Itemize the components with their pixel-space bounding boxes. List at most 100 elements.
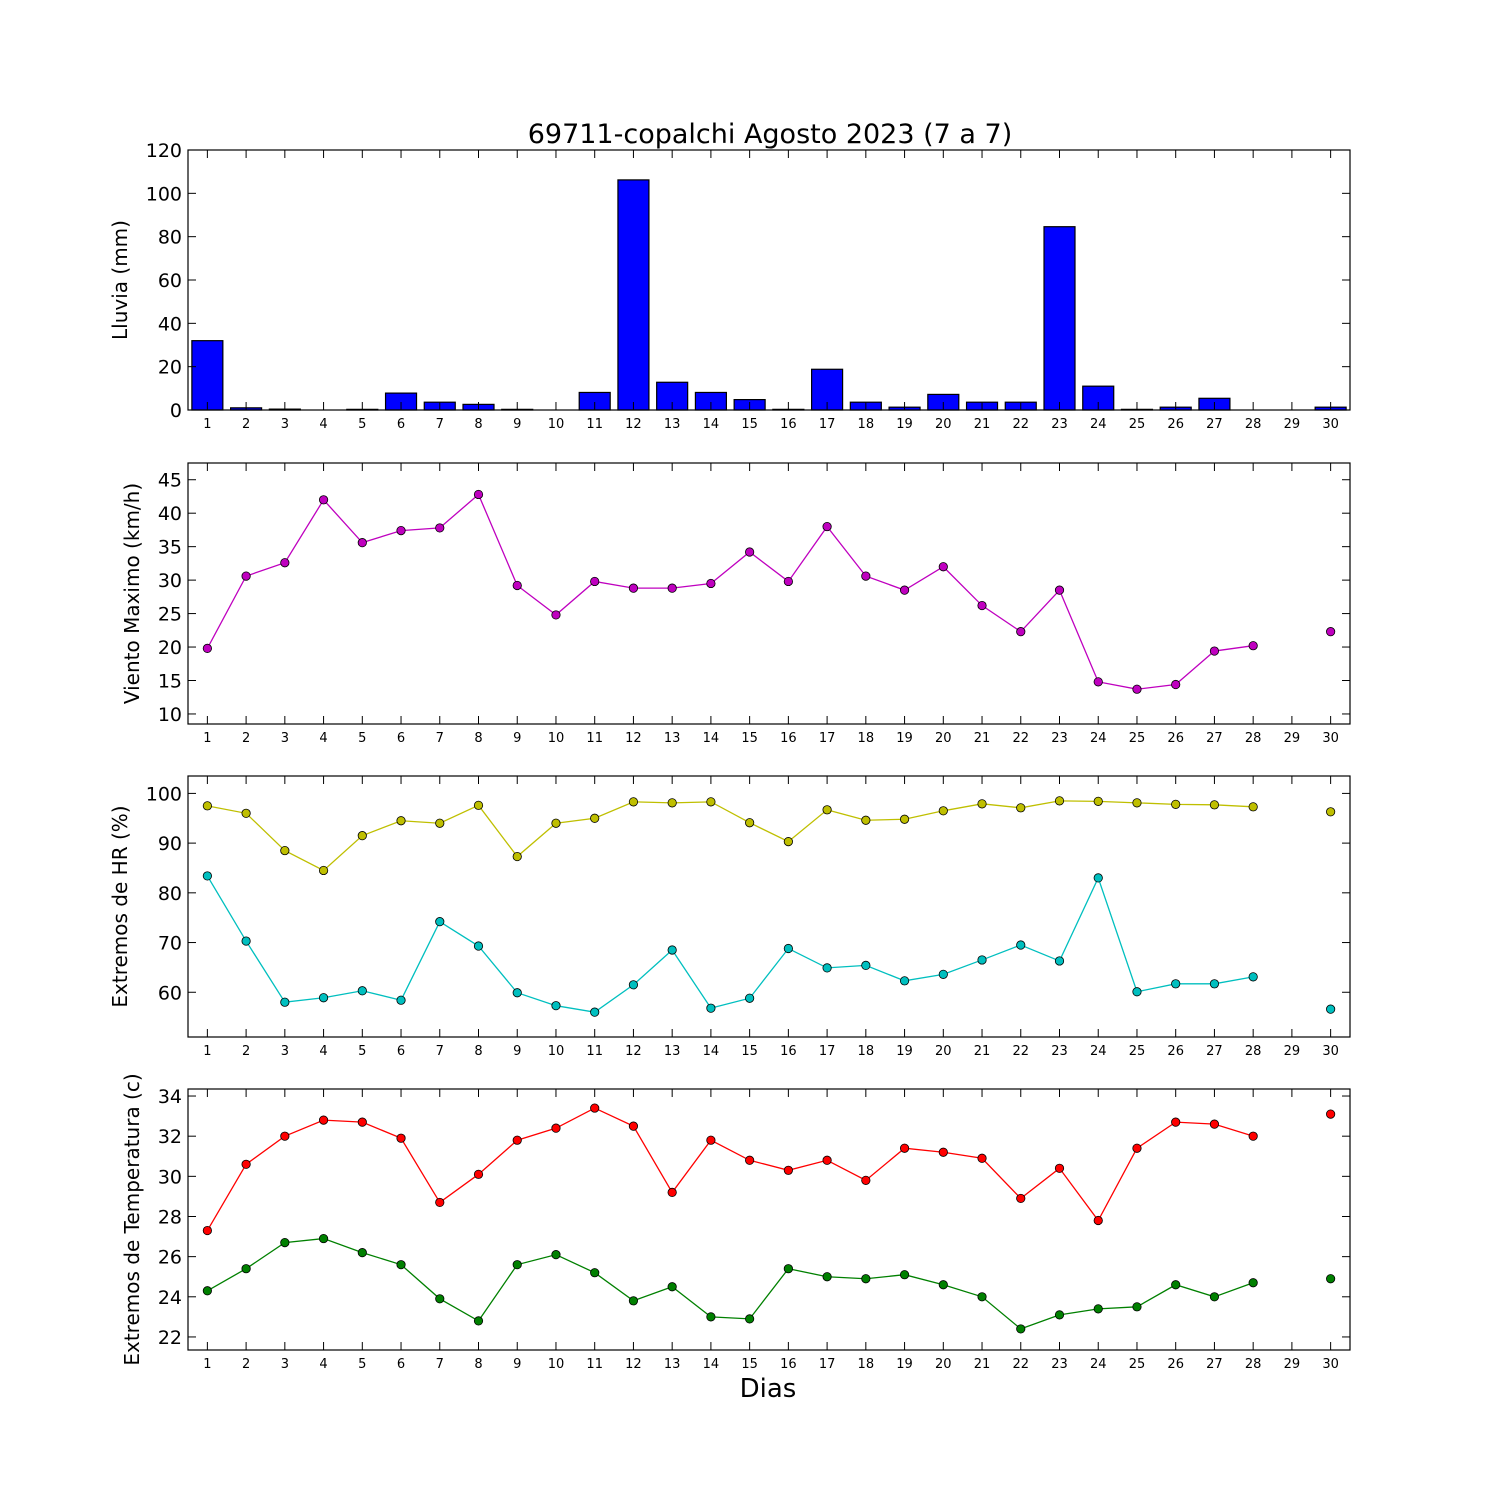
x-tick-label: 8 <box>474 1357 482 1372</box>
x-tick-label: 17 <box>819 417 836 432</box>
y-tick-label: 20 <box>158 357 182 379</box>
point-series-1-day-4 <box>318 865 329 876</box>
x-tick-label: 16 <box>780 731 797 746</box>
point-series-1-day-20 <box>938 806 948 816</box>
point-series-1-day-3 <box>280 845 290 856</box>
x-tick-label: 8 <box>474 1044 482 1059</box>
x-tick-label: 1 <box>203 1044 211 1059</box>
point-series-1-day-1 <box>202 643 212 653</box>
x-tick-label: 8 <box>474 731 482 746</box>
y-tick-label: 28 <box>158 1206 182 1228</box>
y-tick-label: 100 <box>146 783 182 805</box>
x-tick-label: 17 <box>819 1044 836 1059</box>
y-axis-label: Extremos de HR (%) <box>108 805 132 1007</box>
y-tick-label: 30 <box>158 1166 182 1188</box>
point-series-1-day-5 <box>357 538 367 548</box>
x-tick-label: 25 <box>1129 417 1146 432</box>
x-tick-label: 18 <box>858 731 875 746</box>
y-tick-label: 24 <box>158 1287 182 1309</box>
y-tick-label: 25 <box>158 604 182 626</box>
x-tick-label: 29 <box>1284 417 1301 432</box>
point-series-2-day-10 <box>551 1001 561 1011</box>
point-series-1-day-25 <box>1132 1143 1142 1153</box>
y-tick-label: 15 <box>158 671 182 693</box>
x-tick-label: 15 <box>741 417 758 432</box>
point-series-1-day-15 <box>745 1155 755 1165</box>
point-series-2-day-7 <box>435 917 445 927</box>
x-tick-label: 10 <box>548 1357 565 1372</box>
point-series-2-day-9 <box>512 988 522 998</box>
point-series-1-day-14 <box>706 578 716 589</box>
x-axis-label: Dias <box>740 1374 797 1404</box>
x-tick-label: 20 <box>935 417 952 432</box>
point-series-1-day-17 <box>822 805 832 815</box>
point-series-1-day-15 <box>745 818 755 828</box>
point-series-1-day-1 <box>202 801 212 811</box>
point-series-1-day-16 <box>783 837 793 847</box>
point-series-2-day-13 <box>667 1282 677 1292</box>
point-series-2-day-30 <box>1326 1274 1336 1284</box>
y-tick-label: 26 <box>158 1247 182 1269</box>
x-tick-label: 26 <box>1167 731 1184 746</box>
x-tick-label: 11 <box>586 417 603 432</box>
point-series-1-day-11 <box>590 1103 600 1113</box>
x-tick-label: 12 <box>625 731 642 746</box>
point-series-1-day-7 <box>435 818 445 828</box>
point-series-1-day-30 <box>1326 1109 1336 1119</box>
point-series-2-day-22 <box>1016 940 1026 950</box>
point-series-2-day-27 <box>1209 1292 1220 1302</box>
point-series-2-day-23 <box>1054 1310 1065 1320</box>
x-tick-label: 21 <box>974 1044 991 1059</box>
y-tick-label: 60 <box>158 270 182 292</box>
x-tick-label: 4 <box>319 417 327 432</box>
point-series-1-day-14 <box>706 797 716 807</box>
point-series-2-day-4 <box>318 993 329 1003</box>
point-series-1-day-28 <box>1248 641 1258 651</box>
y-tick-label: 20 <box>158 637 182 659</box>
point-series-1-day-6 <box>396 1133 406 1143</box>
x-tick-label: 13 <box>664 1044 681 1059</box>
x-tick-label: 25 <box>1129 1357 1146 1372</box>
point-series-2-day-5 <box>357 986 367 996</box>
point-series-1-day-24 <box>1093 677 1103 687</box>
x-tick-label: 16 <box>780 1044 797 1059</box>
bar-day-12 <box>617 179 650 411</box>
point-series-1-day-28 <box>1248 1131 1258 1141</box>
point-series-2-day-17 <box>822 1272 832 1282</box>
x-tick-label: 5 <box>358 417 366 432</box>
point-series-1-day-10 <box>551 1123 561 1133</box>
point-series-1-day-25 <box>1132 684 1142 694</box>
y-axis-label: Lluvia (mm) <box>108 220 132 340</box>
series-line-2 <box>207 876 1330 1012</box>
point-series-2-day-12 <box>628 980 639 990</box>
point-series-2-day-11 <box>590 1007 600 1017</box>
point-series-1-day-22 <box>1016 627 1026 637</box>
x-tick-label: 26 <box>1167 1044 1184 1059</box>
y-tick-label: 60 <box>158 982 182 1004</box>
point-series-2-day-1 <box>202 1286 212 1296</box>
x-tick-label: 1 <box>203 417 211 432</box>
x-tick-label: 16 <box>780 1357 797 1372</box>
x-tick-label: 19 <box>896 1044 913 1059</box>
plot-frame <box>187 462 1351 725</box>
point-series-2-day-20 <box>938 969 948 979</box>
point-series-2-day-9 <box>512 1260 522 1270</box>
point-series-1-day-27 <box>1209 800 1220 810</box>
point-series-2-day-24 <box>1093 1304 1103 1314</box>
point-series-2-day-26 <box>1171 979 1181 989</box>
point-series-2-day-22 <box>1016 1324 1026 1334</box>
x-tick-label: 7 <box>436 417 444 432</box>
point-series-2-day-26 <box>1171 1280 1181 1290</box>
x-tick-label: 13 <box>664 1357 681 1372</box>
x-tick-label: 1 <box>203 1357 211 1372</box>
x-tick-label: 27 <box>1206 417 1223 432</box>
point-series-2-day-16 <box>783 1264 793 1274</box>
point-series-1-day-14 <box>706 1135 716 1145</box>
point-series-2-day-4 <box>318 1233 329 1244</box>
point-series-1-day-16 <box>783 1165 793 1175</box>
point-series-1-day-11 <box>590 576 600 587</box>
point-series-1-day-21 <box>977 600 987 611</box>
